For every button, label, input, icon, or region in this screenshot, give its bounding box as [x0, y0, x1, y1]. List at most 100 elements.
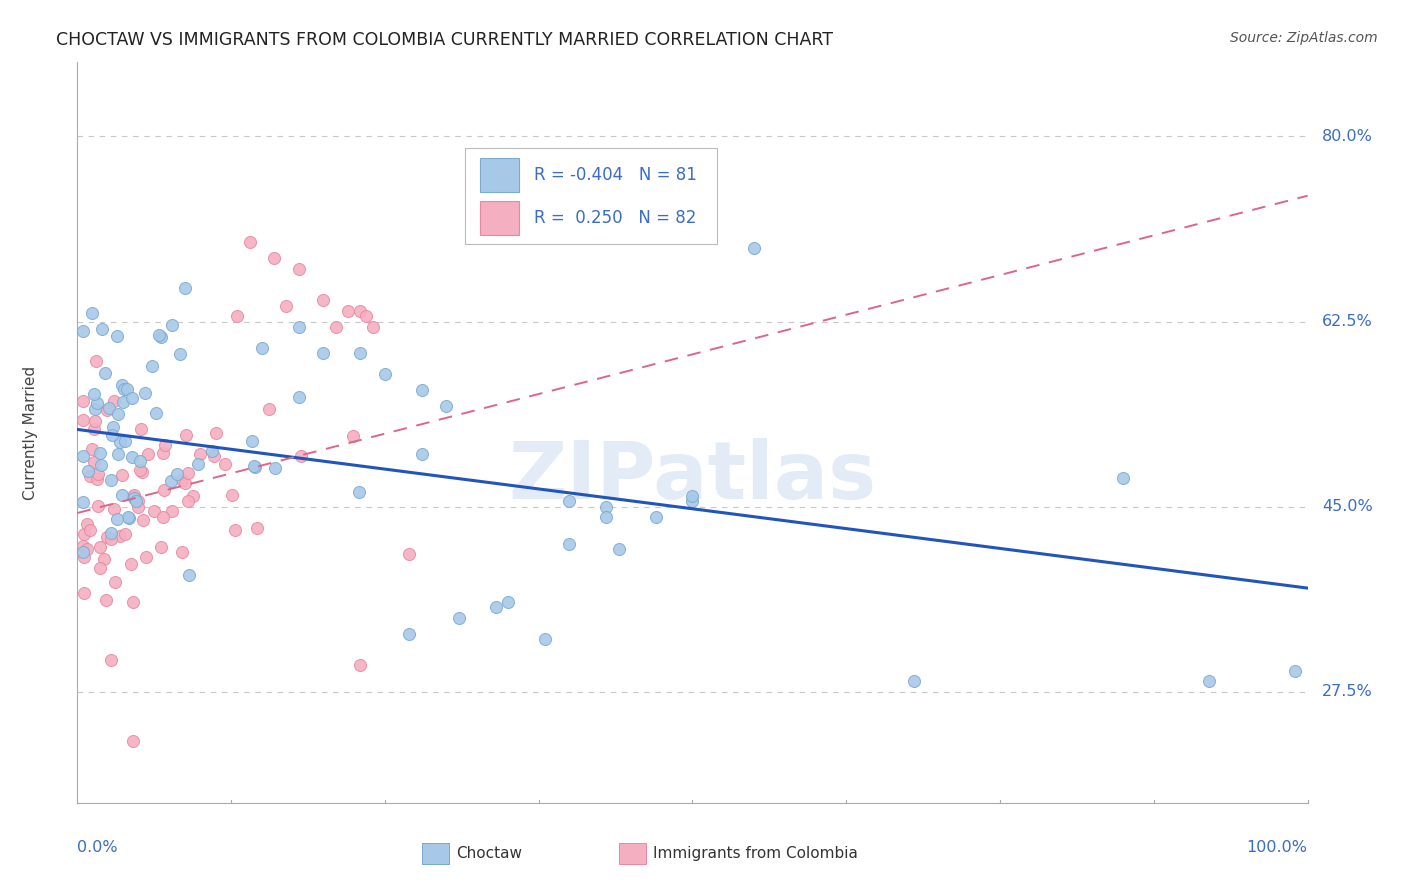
- Point: [325, 319, 347, 334]
- Point: [115, 382, 138, 396]
- Text: 27.5%: 27.5%: [1323, 684, 1374, 699]
- Point: [84, 354, 107, 368]
- Point: [239, 235, 262, 250]
- Point: [177, 494, 200, 508]
- Point: [89, 446, 111, 460]
- Text: Currently Married: Currently Married: [22, 366, 38, 500]
- Point: [111, 395, 134, 409]
- Point: [169, 346, 191, 360]
- Point: [170, 545, 193, 559]
- Point: [263, 251, 285, 265]
- Point: [73, 526, 96, 541]
- Point: [337, 304, 360, 318]
- Point: [152, 483, 174, 497]
- Point: [398, 626, 420, 640]
- Point: [87, 467, 110, 481]
- Point: [72, 449, 94, 463]
- Point: [1284, 664, 1306, 678]
- Point: [349, 658, 371, 673]
- Point: [104, 574, 127, 589]
- Point: [122, 489, 145, 503]
- Point: [114, 526, 136, 541]
- Point: [79, 523, 101, 537]
- Point: [122, 488, 145, 502]
- Point: [103, 502, 125, 516]
- Point: [132, 513, 155, 527]
- Point: [447, 611, 470, 625]
- Point: [534, 632, 557, 646]
- Point: [172, 473, 194, 487]
- Point: [214, 458, 236, 472]
- Point: [73, 586, 96, 600]
- Point: [290, 449, 312, 463]
- Point: [122, 734, 145, 748]
- Point: [86, 472, 108, 486]
- FancyBboxPatch shape: [479, 201, 519, 235]
- Text: Choctaw: Choctaw: [457, 846, 522, 861]
- Point: [76, 516, 98, 531]
- Point: [226, 310, 249, 324]
- Point: [595, 500, 617, 514]
- Point: [125, 493, 148, 508]
- Point: [80, 442, 103, 456]
- Point: [221, 488, 243, 502]
- Point: [257, 401, 280, 416]
- Point: [436, 399, 458, 413]
- Point: [181, 489, 204, 503]
- Point: [288, 261, 311, 276]
- Point: [250, 341, 273, 355]
- Point: [100, 653, 122, 667]
- Point: [160, 474, 183, 488]
- Point: [72, 545, 94, 559]
- Point: [73, 549, 96, 564]
- Point: [87, 500, 110, 514]
- Point: [243, 458, 266, 473]
- Point: [288, 319, 311, 334]
- Point: [224, 523, 246, 537]
- Point: [152, 510, 174, 524]
- Point: [76, 542, 98, 557]
- Point: [100, 526, 122, 541]
- Point: [96, 530, 118, 544]
- Point: [117, 510, 139, 524]
- Point: [94, 593, 117, 607]
- Point: [120, 557, 142, 571]
- Point: [89, 540, 111, 554]
- Point: [145, 406, 167, 420]
- Point: [135, 549, 157, 564]
- Point: [103, 394, 125, 409]
- Point: [742, 240, 765, 255]
- Point: [100, 473, 122, 487]
- Point: [398, 547, 420, 561]
- Point: [134, 386, 156, 401]
- Point: [160, 503, 183, 517]
- Point: [98, 401, 121, 415]
- Point: [108, 434, 131, 449]
- Point: [100, 427, 122, 442]
- Text: 100.0%: 100.0%: [1247, 840, 1308, 855]
- Point: [342, 428, 364, 442]
- Point: [205, 426, 228, 441]
- Point: [276, 299, 298, 313]
- Point: [682, 489, 704, 503]
- Point: [107, 447, 129, 461]
- Point: [131, 465, 153, 479]
- Point: [148, 327, 170, 342]
- Point: [93, 552, 115, 566]
- Point: [72, 495, 94, 509]
- Point: [72, 539, 94, 553]
- Point: [72, 393, 94, 408]
- Text: 80.0%: 80.0%: [1323, 129, 1374, 144]
- Point: [349, 304, 371, 318]
- Point: [121, 450, 143, 464]
- Point: [152, 445, 174, 459]
- Point: [485, 600, 508, 615]
- Point: [177, 568, 200, 582]
- Point: [129, 454, 152, 468]
- Point: [84, 401, 107, 416]
- Point: [356, 310, 378, 324]
- Point: [150, 541, 173, 555]
- Point: [121, 391, 143, 405]
- Point: [107, 407, 129, 421]
- Point: [72, 413, 94, 427]
